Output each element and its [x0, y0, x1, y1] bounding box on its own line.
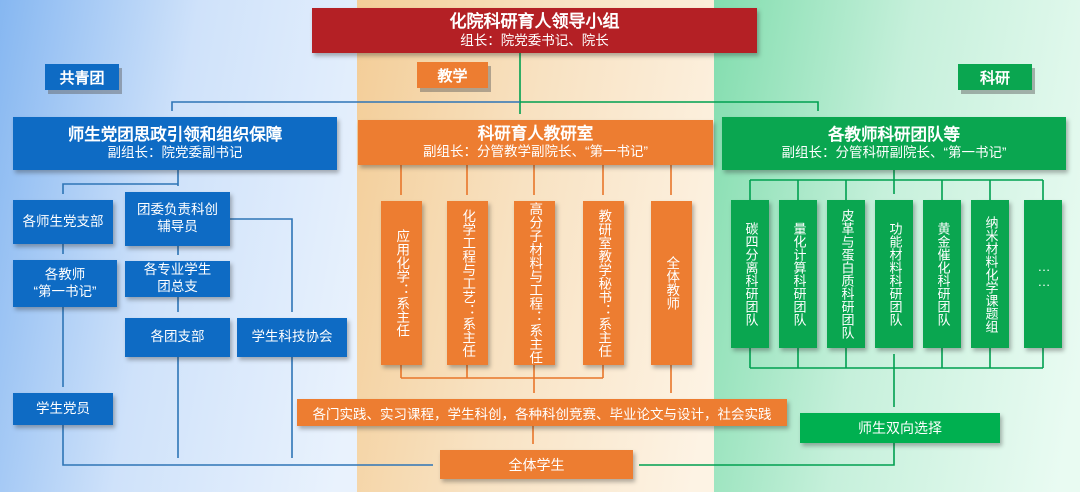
left-branch-title: 师生党团思政引领和组织保障	[67, 125, 283, 144]
team-c4-separation: 碳四分离科研团队	[731, 200, 769, 348]
node-major-league-branches: 各专业学生 团总支	[125, 261, 230, 297]
node-party-branches: 各师生党支部	[13, 200, 113, 244]
lane-label-research: 科研	[958, 64, 1032, 90]
dept-all-teachers: 全体教师	[651, 201, 692, 365]
lane-label-youth-league: 共青团	[45, 64, 119, 90]
dept-applied-chemistry: 应用化学：系主任	[381, 201, 422, 365]
node-student-party-members: 学生党员	[13, 393, 113, 425]
right-branch-title: 各教师科研团队等	[828, 125, 960, 144]
team-quantum-computation: 量化计算科研团队	[779, 200, 817, 348]
dept-chemical-engineering: 化学工程与工艺：系主任	[447, 201, 488, 365]
right-branch-subtitle: 副组长：分管科研副院长、“第一书记”	[781, 145, 1007, 161]
leadership-group-box: 化院科研育人领导小组 组长：院党委书记、院长	[312, 8, 757, 53]
lane-label-teaching: 教学	[417, 62, 488, 88]
right-branch-header: 各教师科研团队等 副组长：分管科研副院长、“第一书记”	[722, 117, 1066, 170]
middle-branch-header: 科研育人教研室 副组长：分管教学副院长、“第一书记”	[358, 120, 713, 165]
team-gold-catalysis: 黄金催化科研团队	[923, 200, 961, 348]
node-first-secretary-teachers: 各教师 “第一书记”	[13, 260, 117, 307]
mutual-selection-box: 师生双向选择	[800, 413, 1000, 443]
node-league-branches: 各团支部	[125, 318, 230, 357]
team-ellipsis: ……	[1024, 200, 1062, 348]
leadership-group-title: 化院科研育人领导小组	[449, 12, 620, 32]
node-league-sci-advisor: 团委负责科创 辅导员	[125, 192, 230, 246]
leadership-group-subtitle: 组长：院党委书记、院长	[460, 32, 609, 48]
dept-polymer-materials: 高分子材料与工程：系主任	[514, 201, 555, 365]
left-branch-subtitle: 副组长：院党委副书记	[107, 145, 243, 161]
practice-activities-bar: 各门实践、实习课程，学生科创，各种科创竞赛、毕业论文与设计，社会实践	[297, 399, 787, 426]
middle-branch-title: 科研育人教研室	[477, 124, 594, 143]
team-nano-materials: 纳米材料化学课题组	[971, 200, 1009, 348]
all-students-box: 全体学生	[440, 450, 633, 479]
dept-teaching-secretary: 教研室教学秘书：系主任	[583, 201, 624, 365]
team-functional-materials: 功能材料科研团队	[875, 200, 913, 348]
left-branch-header: 师生党团思政引领和组织保障 副组长：院党委副书记	[13, 117, 337, 170]
team-leather-protein: 皮革与蛋白质科研团队	[827, 200, 865, 348]
node-sci-tech-association: 学生科技协会	[237, 318, 347, 357]
middle-branch-subtitle: 副组长：分管教学副院长、“第一书记”	[423, 144, 648, 160]
